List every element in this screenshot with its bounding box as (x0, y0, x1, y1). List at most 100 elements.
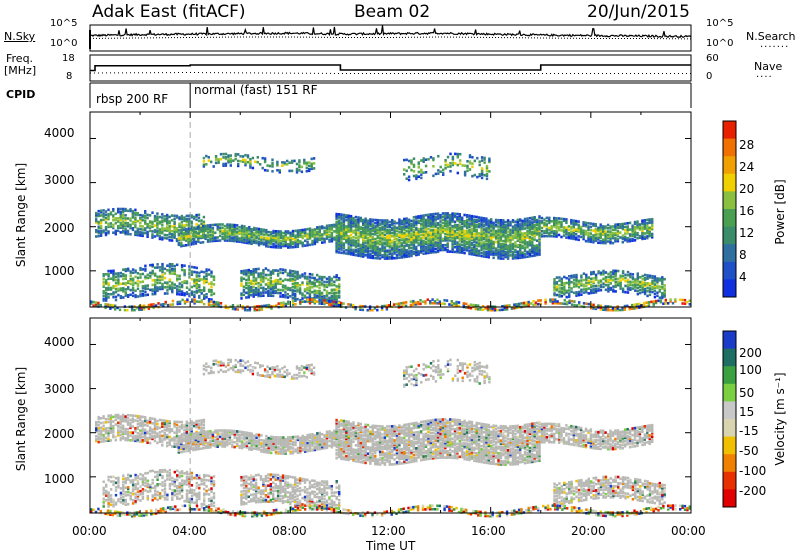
power-cell (521, 253, 524, 256)
power-cell (403, 249, 406, 252)
power-cell (311, 290, 314, 294)
power-cell (409, 303, 413, 307)
power-cell (131, 279, 135, 282)
power-cell (545, 223, 548, 226)
power-cell (261, 156, 264, 160)
power-cell (124, 209, 127, 212)
power-cell (597, 281, 600, 284)
power-cell (158, 228, 162, 231)
power-cell (458, 213, 461, 216)
power-cell (240, 224, 244, 228)
power-cell (523, 243, 527, 246)
power-cell (521, 240, 524, 243)
power-cell (164, 300, 167, 304)
power-cell (357, 238, 360, 242)
power-cell (410, 241, 413, 245)
power-cell (270, 240, 273, 244)
power-cell (381, 225, 384, 229)
power-cell (614, 290, 617, 293)
power-cell (117, 220, 120, 223)
power-cell (386, 231, 389, 235)
power-cell (616, 238, 620, 241)
power-cell (312, 157, 316, 160)
power-cell (296, 275, 299, 279)
power-cell (473, 226, 476, 229)
power-cell (494, 253, 498, 257)
power-cell (338, 289, 341, 293)
power-cell (446, 239, 449, 242)
power-cell (176, 263, 179, 267)
power-cell (330, 228, 334, 232)
power-cell (184, 231, 188, 234)
power-cell (352, 303, 355, 307)
power-cell (548, 234, 551, 238)
power-cell (279, 271, 282, 274)
power-cell (308, 288, 312, 292)
power-cell (473, 220, 476, 223)
power-cell (631, 239, 634, 242)
power-cell (432, 231, 435, 235)
power-cell (291, 297, 294, 300)
power-cell (364, 223, 367, 227)
power-cell (321, 226, 324, 230)
power-cell (245, 296, 248, 299)
power-cell (400, 235, 403, 239)
power-cell (112, 286, 115, 290)
power-cell (614, 228, 617, 231)
power-cell (572, 221, 575, 224)
power-cell (161, 264, 164, 267)
power-cell (104, 225, 108, 229)
power-cell (602, 238, 605, 241)
power-cell (643, 222, 646, 225)
power-cell (114, 284, 118, 288)
power-cell (265, 243, 268, 246)
power-cell (291, 303, 295, 306)
power-cell (228, 228, 232, 231)
power-cell (597, 287, 600, 291)
power-cell (451, 162, 455, 165)
power-cell (509, 233, 512, 236)
power-cell (296, 277, 299, 280)
power-cell (378, 236, 382, 240)
power-cell (313, 301, 316, 305)
power-cell (386, 220, 389, 224)
power-cell (477, 235, 481, 238)
power-cell (473, 223, 476, 226)
power-cell (439, 228, 442, 231)
power-cell (335, 244, 338, 248)
power-cell (240, 227, 244, 231)
power-cell (215, 304, 218, 308)
power-cell (330, 301, 333, 305)
power-cell (499, 250, 503, 254)
power-cell (291, 242, 295, 246)
power-cell (621, 290, 625, 294)
power-cell (485, 172, 489, 176)
power-cell (590, 288, 593, 292)
power-cell (519, 232, 522, 236)
power-cell (168, 225, 171, 228)
power-cell (397, 302, 401, 305)
power-cell (639, 291, 642, 295)
power-cell (476, 156, 479, 160)
power-cell (531, 222, 534, 226)
power-cell (247, 295, 250, 299)
power-cell (480, 227, 483, 231)
power-cell (585, 284, 588, 288)
power-cell (561, 302, 564, 305)
freq-panel-frame (89, 54, 692, 82)
power-cell (490, 240, 493, 243)
power-cell (158, 281, 162, 285)
power-cell (485, 168, 489, 171)
power-cell (474, 307, 477, 311)
power-cell (340, 214, 343, 218)
power-cell (502, 243, 505, 246)
power-cell (149, 263, 152, 267)
power-cell (281, 161, 284, 164)
power-cell (114, 229, 117, 233)
power-cell (362, 253, 365, 257)
power-cell (250, 290, 253, 294)
power-cell (294, 297, 297, 301)
power-cell (587, 282, 590, 286)
power-cell (482, 223, 486, 226)
power-cell (451, 213, 454, 217)
